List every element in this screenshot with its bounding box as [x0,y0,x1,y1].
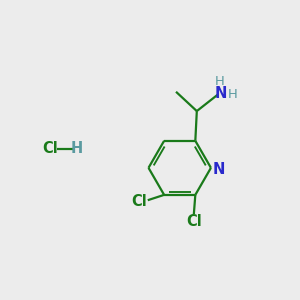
Text: Cl: Cl [186,214,202,229]
Text: H: H [71,141,83,156]
Text: H: H [228,88,237,101]
Text: N: N [212,162,224,177]
Text: Cl: Cl [132,194,147,209]
Text: N: N [215,86,227,101]
Text: H: H [215,76,225,88]
Text: Cl: Cl [43,141,58,156]
